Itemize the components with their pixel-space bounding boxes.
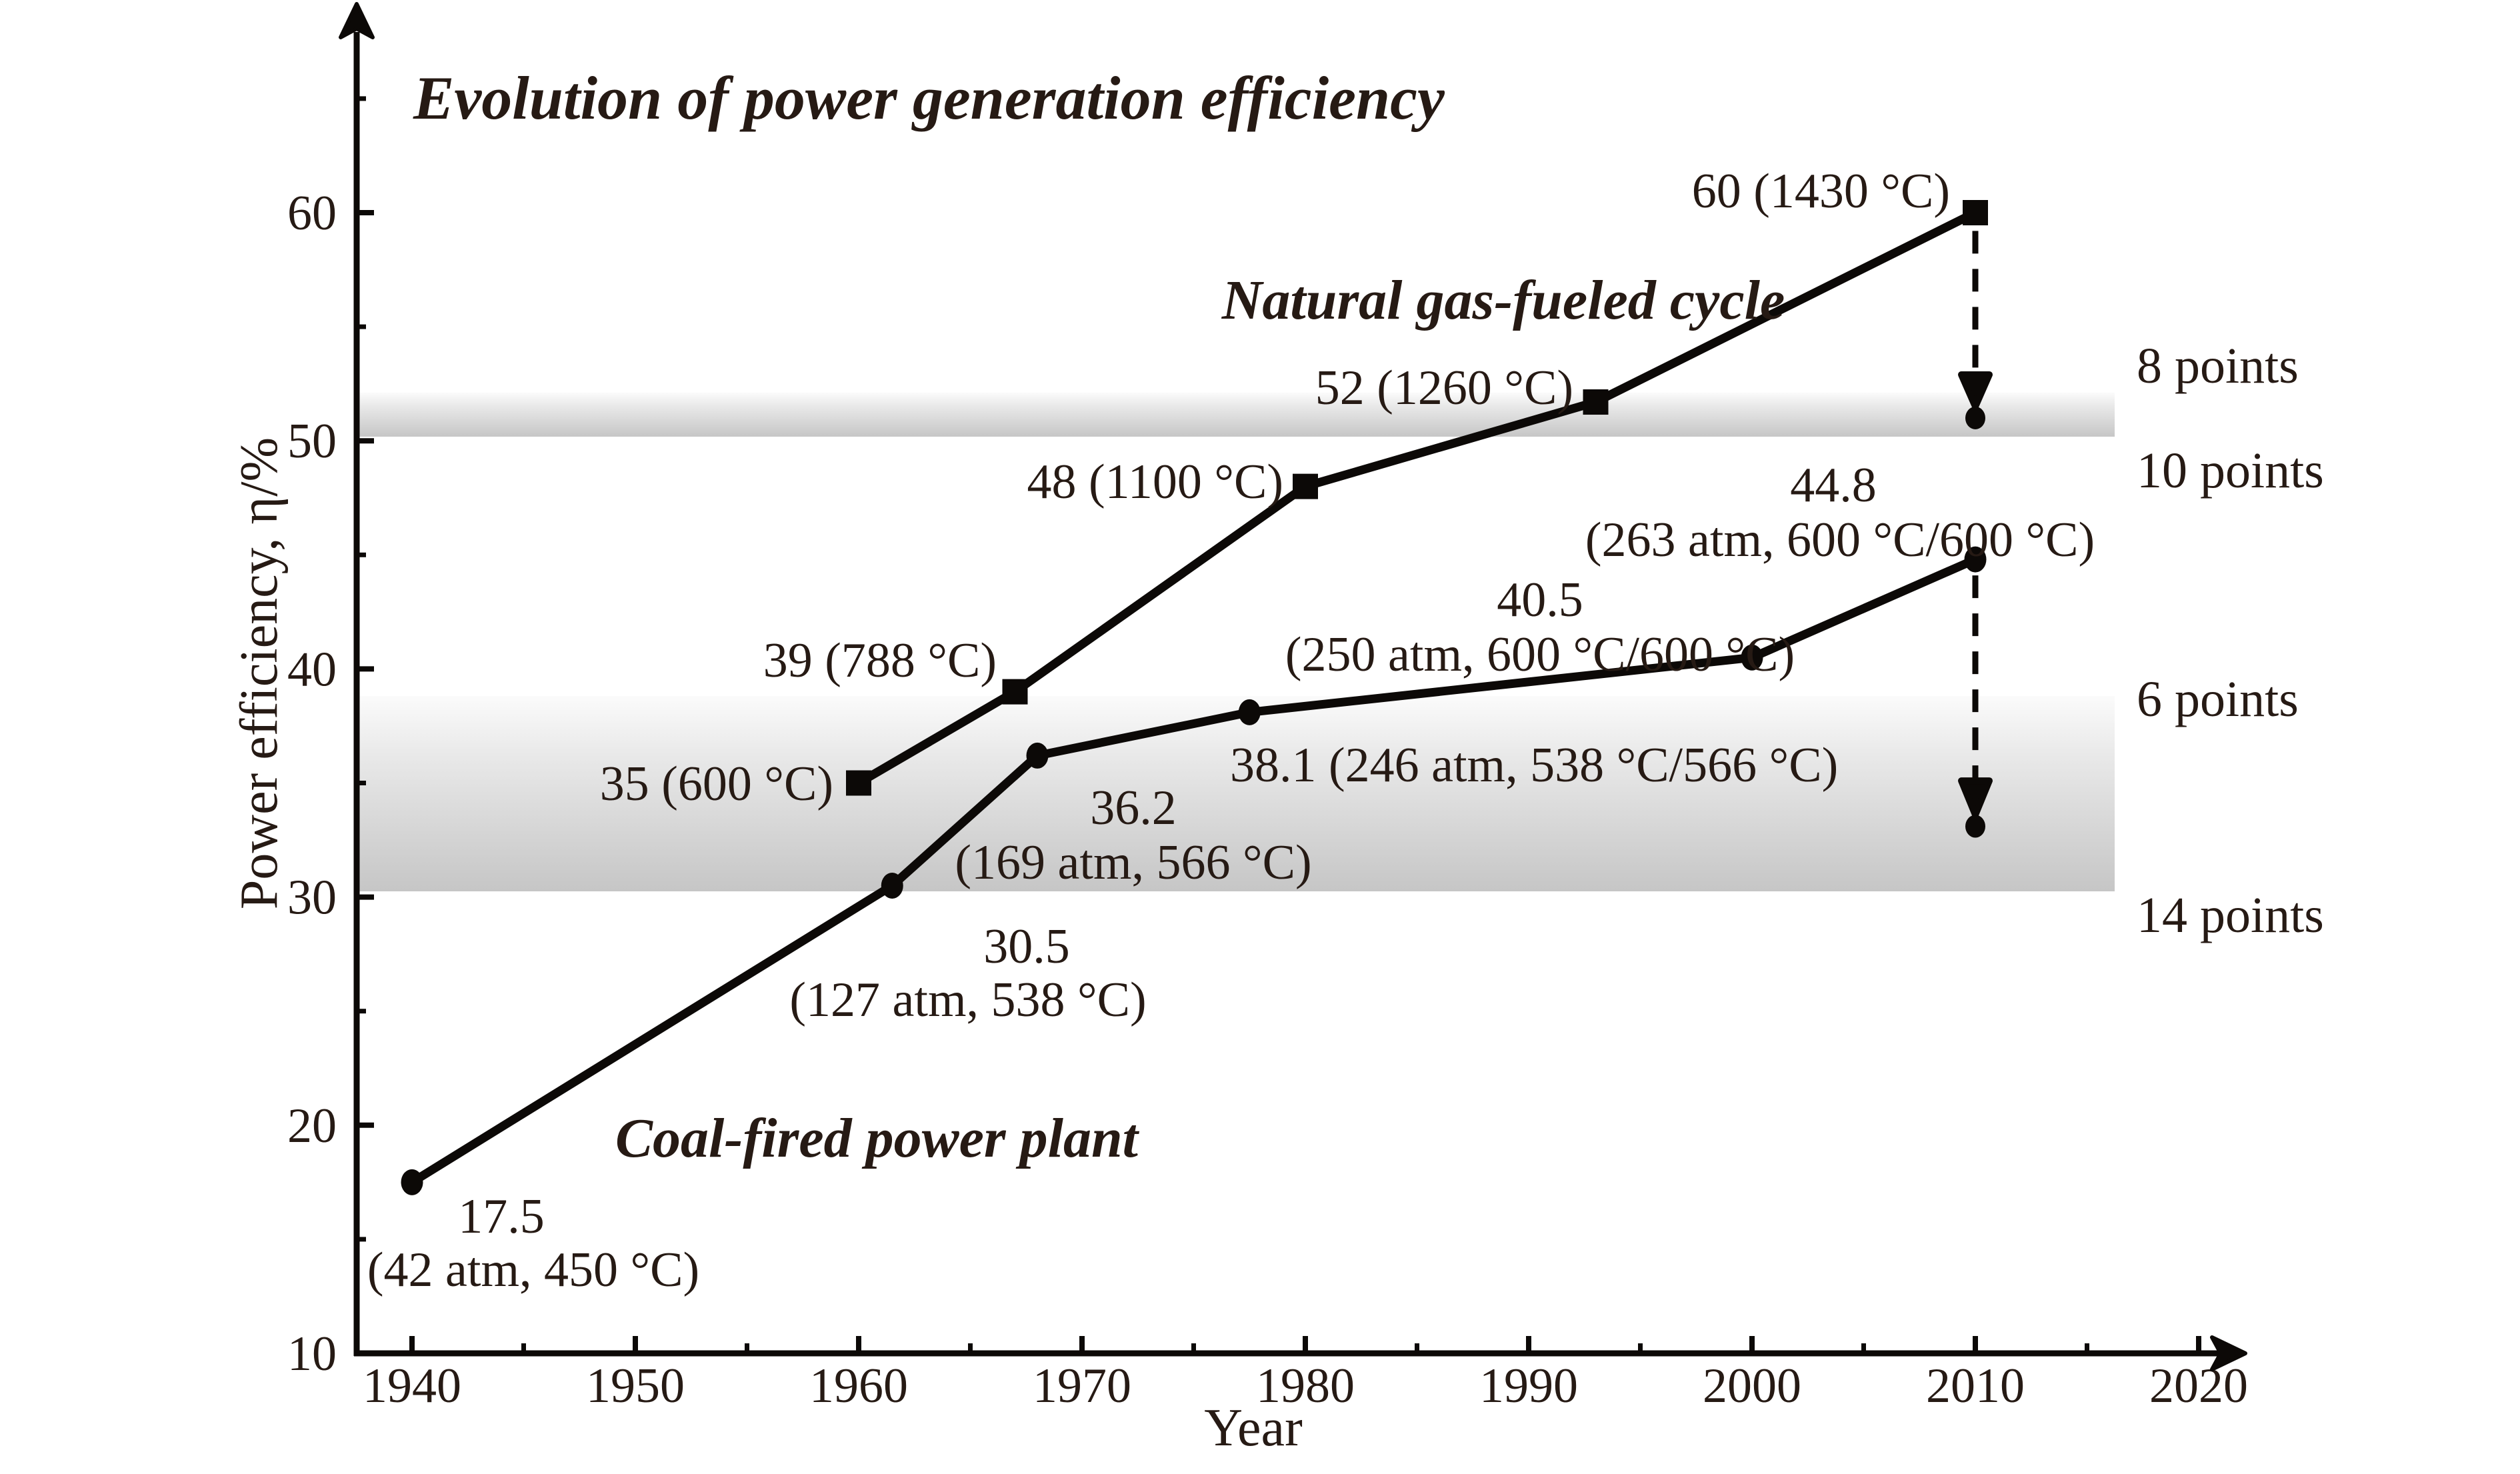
x-tick-label: 1940 (363, 1359, 461, 1413)
marker-circle (1741, 644, 1763, 671)
marker-square (1293, 473, 1318, 499)
marker-square (1963, 200, 1988, 225)
marker-circle (1026, 742, 1049, 769)
gas-point-label-52: 52 (1260 °C) (1315, 361, 1573, 415)
coal-point-label-38-1: 38.1 (246 atm, 538 °C/566 °C) (1230, 738, 1838, 793)
x-axis-title: Year (1204, 1399, 1302, 1457)
coal-point-cond-30-5: (127 atm, 538 °C) (789, 973, 1146, 1027)
x-tick-label: 1970 (1033, 1359, 1131, 1413)
marker-circle (401, 1169, 423, 1195)
drop-label-6-points: 6 points (2137, 671, 2299, 727)
band-lower-31-39 (357, 696, 2115, 891)
x-tick-label: 2000 (1703, 1359, 1801, 1413)
x-tick-label: 2010 (1926, 1359, 2025, 1413)
coal-point-cond-36-2: (169 atm, 566 °C) (955, 835, 1311, 890)
coal-point-label-44-8: 44.8 (1790, 458, 1877, 513)
series-layer (401, 200, 1988, 1195)
drop-arrowhead-icon (1958, 777, 1993, 819)
marker-circle (1964, 546, 1987, 573)
x-tick-label: 1990 (1479, 1359, 1578, 1413)
axis-ticks (357, 96, 2201, 1351)
y-tick-label: 40 (287, 642, 337, 697)
marker-square (1583, 389, 1609, 415)
drop-label-14-points: 14 points (2137, 887, 2324, 943)
y-tick-label: 10 (287, 1327, 337, 1381)
drop-label-8-points: 8 points (2137, 338, 2299, 394)
drop-arrowhead-icon (1958, 371, 1993, 410)
drop-label-10-points: 10 points (2137, 443, 2324, 499)
y-tick-label: 50 (287, 414, 337, 469)
marker-square (1002, 679, 1028, 705)
series-label-coal: Coal-fired power plant (615, 1107, 1140, 1169)
x-tick-label: 1980 (1256, 1359, 1355, 1413)
y-axis-title: Power efficiency, η/% (230, 437, 289, 909)
chart-title: Evolution of power generation efficiency (413, 64, 1445, 132)
marker-circle (1238, 699, 1261, 725)
coal-point-label-40-5: 40.5 (1497, 573, 1583, 627)
x-axis-arrowhead-icon (2210, 1335, 2247, 1371)
coal-point-label-36-2: 36.2 (1090, 781, 1177, 835)
coal-point-label-30-5: 30.5 (983, 919, 1070, 974)
gas-point-label-48: 48 (1100 °C) (1027, 455, 1284, 509)
marker-square (846, 770, 871, 796)
x-tick-label: 2020 (2149, 1359, 2248, 1413)
band-upper-50-52 (357, 393, 2115, 437)
drop-endpoint-dot (1965, 406, 1985, 429)
y-tick-label: 60 (287, 186, 337, 241)
y-tick-label: 30 (287, 871, 337, 925)
gas-point-label-39: 39 (788 °C) (763, 633, 997, 688)
y-axis-arrowhead-icon (339, 2, 375, 39)
coal-point-cond-17-5: (42 atm, 450 °C) (367, 1243, 699, 1297)
coal-point-cond-44-8: (263 atm, 600 °C/600 °C) (1585, 513, 2095, 567)
gas-point-label-60: 60 (1430 °C) (1692, 164, 1950, 219)
marker-circle (881, 872, 903, 899)
axis-tick-labels: 1940 1950 1960 1970 1980 1990 2000 2010 2020 10 20… (287, 186, 2248, 1413)
drop-endpoint-dot (1965, 815, 1985, 838)
gas-point-label-35: 35 (600 °C) (600, 757, 833, 811)
series-line-coal (407, 555, 1980, 1187)
x-tick-label: 1950 (586, 1359, 685, 1413)
y-tick-label: 20 (287, 1099, 337, 1153)
drop-arrows-layer (1958, 231, 1993, 838)
x-tick-label: 1960 (809, 1359, 908, 1413)
coal-point-cond-40-5: (250 atm, 600 °C/600 °C) (1285, 627, 1795, 682)
coal-point-label-17-5: 17.5 (458, 1189, 545, 1244)
series-label-gas: Natural gas-fueled cycle (1221, 269, 1785, 331)
